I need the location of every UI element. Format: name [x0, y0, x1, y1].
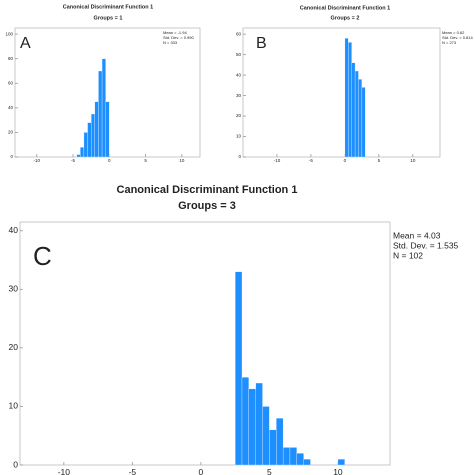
bar — [303, 458, 311, 466]
stats-line: N = 102 — [393, 250, 423, 260]
bar — [98, 70, 103, 158]
bar — [351, 62, 356, 158]
y-tick-label: 60 — [236, 31, 242, 36]
y-tick-label: 30 — [236, 93, 242, 98]
y-tick-label: 10 — [9, 401, 19, 411]
bar — [282, 447, 291, 466]
plot-frame — [19, 221, 391, 466]
y-tick-label: 30 — [9, 284, 19, 294]
y-tick-label: 20 — [236, 113, 242, 118]
chart-title: Canonical Discriminant Function 1 — [300, 5, 390, 11]
stats-line: N = 273 — [442, 40, 457, 45]
bar — [105, 101, 110, 158]
panel-label: B — [256, 35, 267, 52]
chart-subtitle: Groups = 2 — [331, 15, 360, 21]
stats-line: Std. Dev. = 1.535 — [393, 240, 459, 250]
y-tick-label: 60 — [8, 80, 14, 85]
bar — [361, 87, 366, 158]
bar — [101, 58, 106, 158]
y-tick-label: 40 — [236, 72, 242, 77]
x-tick-label: 0 — [108, 158, 111, 163]
bar — [80, 147, 85, 158]
panel-label: A — [20, 35, 31, 52]
bar — [358, 79, 363, 158]
bar — [354, 70, 359, 158]
x-tick-label: 0 — [199, 467, 204, 475]
x-tick-label: 5 — [378, 158, 381, 163]
bar — [94, 101, 99, 158]
bar — [344, 38, 349, 158]
bar — [87, 122, 92, 158]
x-tick-label: -5 — [71, 158, 75, 163]
bar — [255, 382, 263, 466]
x-tick-label: 0 — [344, 158, 347, 163]
y-tick-label: 40 — [9, 225, 19, 235]
x-tick-label: -5 — [309, 158, 313, 163]
bar — [337, 458, 345, 466]
x-tick-label: -5 — [129, 467, 137, 475]
bar — [289, 447, 297, 466]
stats-line: N = 333 — [163, 40, 178, 45]
x-tick-label: 10 — [333, 467, 343, 475]
panel-label: C — [33, 241, 52, 271]
y-tick-label: 0 — [10, 154, 13, 159]
bar — [83, 132, 88, 158]
bar — [241, 377, 250, 466]
y-tick-label: 80 — [8, 56, 14, 61]
stats-line: Std. Dev. = 0.990 — [163, 35, 194, 40]
chart-title: Canonical Discriminant Function 1 — [117, 184, 298, 196]
chart-subtitle: Groups = 1 — [94, 15, 123, 21]
x-tick-label: -10 — [58, 467, 71, 475]
y-tick-label: 20 — [8, 130, 14, 135]
bar — [348, 42, 352, 158]
stats-line: Mean = 4.03 — [393, 230, 441, 240]
bar — [276, 418, 284, 466]
y-tick-label: 10 — [236, 134, 242, 139]
y-tick-label: 100 — [5, 31, 13, 36]
bar — [234, 271, 243, 466]
chart-subtitle: Groups = 3 — [178, 200, 236, 212]
x-tick-label: 10 — [179, 158, 185, 163]
y-tick-label: 0 — [238, 154, 241, 159]
y-tick-label: 0 — [13, 459, 18, 469]
x-tick-label: 5 — [267, 467, 272, 475]
bar — [262, 406, 270, 466]
x-tick-label: 5 — [144, 158, 147, 163]
stats-line: Std. Dev. = 0.814 — [442, 35, 473, 40]
bar — [269, 429, 277, 466]
stats-line: Mean = 0.62 — [442, 30, 465, 35]
stats-line: Mean = -1.94 — [163, 30, 187, 35]
x-tick-label: -10 — [274, 158, 281, 163]
chart-title: Canonical Discriminant Function 1 — [63, 4, 153, 10]
y-tick-label: 20 — [9, 342, 19, 352]
x-tick-label: 10 — [410, 158, 416, 163]
x-tick-label: -10 — [34, 158, 41, 163]
y-tick-label: 40 — [8, 105, 14, 110]
bar — [91, 113, 95, 158]
bar — [296, 453, 304, 466]
bar — [248, 388, 256, 466]
y-tick-label: 50 — [236, 52, 242, 57]
bar — [76, 154, 81, 158]
plot-frame — [242, 27, 441, 158]
